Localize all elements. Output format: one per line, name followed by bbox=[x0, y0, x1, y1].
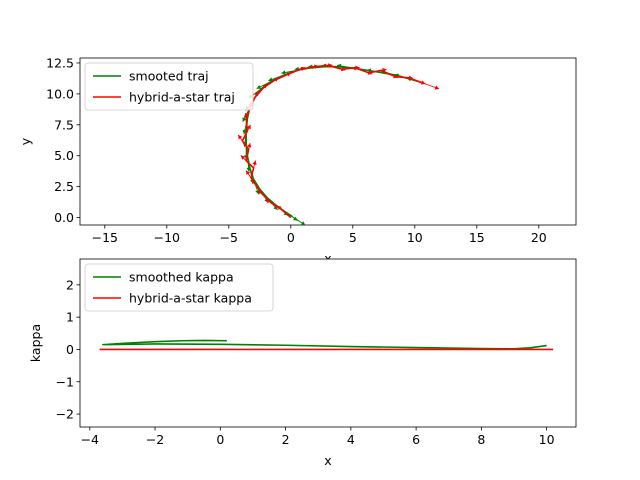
legend: smooted traj hybrid-a-star traj bbox=[84, 62, 254, 111]
y-tick-label: 1 bbox=[66, 310, 74, 325]
x-tick-label: 5 bbox=[349, 230, 357, 245]
red-arrow-head bbox=[246, 124, 251, 130]
x-tick-label: 10 bbox=[407, 230, 423, 245]
green-arrow-head bbox=[242, 117, 247, 122]
red-arrow-head bbox=[434, 85, 440, 90]
y-tick-label: −1 bbox=[56, 374, 74, 389]
green-arrow-head bbox=[281, 70, 286, 75]
x-tick-label: 4 bbox=[347, 432, 355, 447]
x-tick-label: −5 bbox=[220, 230, 238, 245]
legend-entry: hybrid-a-star traj bbox=[129, 90, 235, 105]
series-line-0 bbox=[102, 339, 547, 350]
x-tick-label: 0 bbox=[216, 432, 224, 447]
y-axis-label: kappa bbox=[28, 324, 43, 362]
green-arrow-head bbox=[293, 216, 298, 221]
x-tick-label: 8 bbox=[477, 432, 485, 447]
green-arrow-head bbox=[300, 221, 306, 225]
y-tick-label: 0 bbox=[66, 342, 74, 357]
y-tick-label: 12.5 bbox=[46, 55, 74, 70]
kappa-plot: −4 −2 0 2 4 6 8 10 −2 −1 0 1 2 x kappa smoothed kappa hy… bbox=[28, 258, 577, 468]
legend-entry: smooted traj bbox=[129, 69, 209, 84]
y-tick-label: −2 bbox=[56, 407, 74, 422]
y-tick-label: 2 bbox=[66, 277, 74, 292]
x-tick-label: −15 bbox=[92, 230, 118, 245]
y-tick-label: 0.0 bbox=[54, 210, 74, 225]
x-tick-label: −2 bbox=[146, 432, 164, 447]
y-tick-label: 5.0 bbox=[54, 148, 74, 163]
x-tick-label: 15 bbox=[469, 230, 485, 245]
legend-frame bbox=[84, 263, 274, 312]
red-arrow-head bbox=[247, 143, 252, 148]
data-area bbox=[99, 339, 554, 351]
green-arrow-head bbox=[256, 84, 262, 89]
x-tick-label: 6 bbox=[412, 432, 420, 447]
y-tick-label: 10.0 bbox=[46, 86, 74, 101]
x-tick-label: 2 bbox=[282, 432, 290, 447]
x-axis-label: x bbox=[324, 251, 331, 266]
legend-frame bbox=[84, 62, 254, 111]
trajectory-plot: −15 −10 −5 0 5 10 15 20 0.0 2.5 5.0 7.5 10.0 12.5 x y sm… bbox=[18, 55, 577, 266]
red-arrow-head bbox=[240, 155, 246, 160]
green-arrow-head bbox=[255, 189, 260, 195]
red-arrow-head bbox=[238, 134, 243, 140]
y-tick-label: 2.5 bbox=[54, 179, 74, 194]
red-arrow-head bbox=[252, 160, 257, 165]
x-tick-label: 20 bbox=[531, 230, 547, 245]
x-tick-label: −4 bbox=[81, 432, 99, 447]
x-tick-label: −10 bbox=[154, 230, 180, 245]
x-tick-label: 10 bbox=[539, 432, 555, 447]
legend-entry: hybrid-a-star kappa bbox=[129, 291, 252, 306]
series-line-1 bbox=[241, 64, 423, 219]
data-area bbox=[237, 63, 440, 225]
red-arrow-head bbox=[246, 170, 251, 175]
x-axis-label: x bbox=[324, 453, 331, 468]
legend: smoothed kappa hybrid-a-star kappa bbox=[84, 263, 274, 312]
legend-entry: smoothed kappa bbox=[129, 270, 234, 285]
y-axis-label: y bbox=[18, 137, 33, 145]
y-tick-label: 7.5 bbox=[54, 117, 74, 132]
x-tick-label: 0 bbox=[287, 230, 295, 245]
